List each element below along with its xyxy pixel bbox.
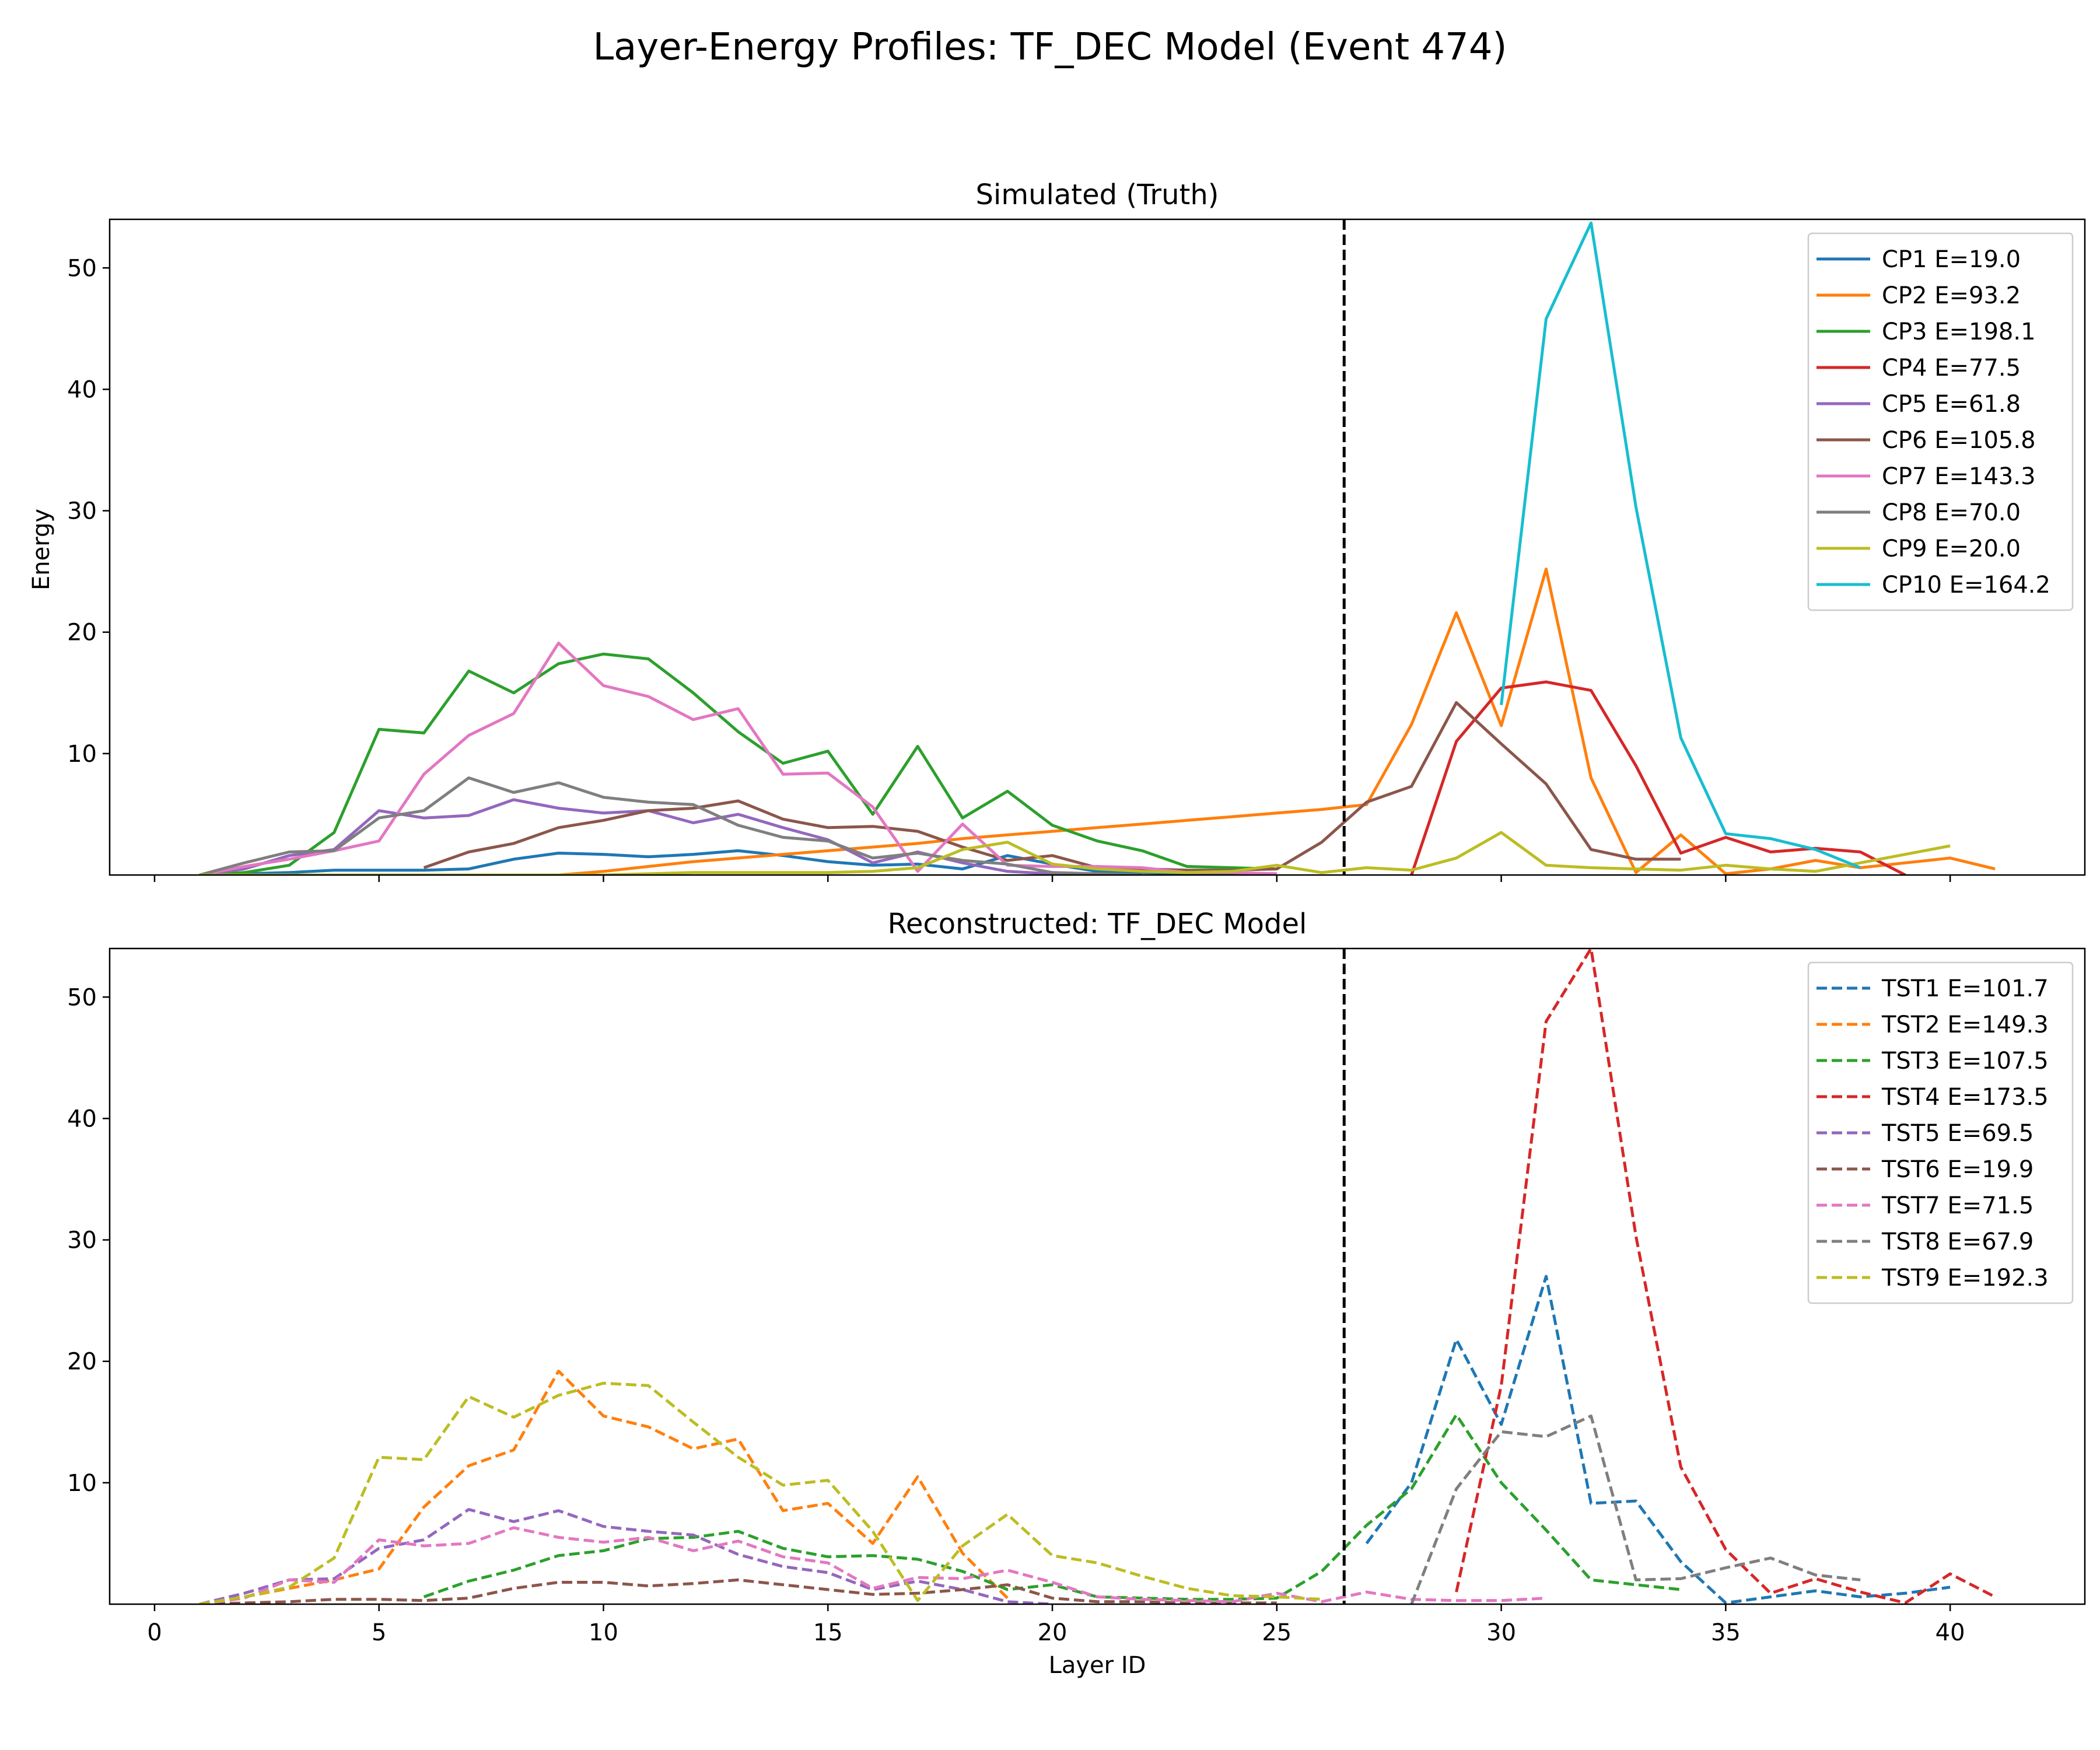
x-tick-label: 0 (147, 1619, 162, 1646)
series-line-1 (1365, 1275, 1951, 1604)
x-tick-label: 10 (589, 1619, 618, 1646)
y-tick-label: 50 (67, 984, 97, 1011)
y-tick-label: 30 (67, 1227, 97, 1254)
legend-entry: CP8 E=70.0 (1882, 499, 2021, 526)
x-tick-label: 5 (372, 1619, 386, 1646)
y-axis-label: Energy (28, 509, 55, 590)
legend-entry: TST9 E=192.3 (1881, 1265, 2049, 1292)
axes-frame (108, 947, 2086, 1605)
series-line-7 (199, 1526, 1546, 1604)
legend-entry: TST1 E=101.7 (1881, 975, 2049, 1002)
x-tick-label: 30 (1486, 1619, 1516, 1646)
x-tick-label: 35 (1711, 1619, 1741, 1646)
legend-entry: CP10 E=164.2 (1882, 572, 2050, 598)
y-tick-label: 20 (67, 620, 97, 646)
axes-frame (108, 218, 2086, 876)
legend-entry: CP7 E=143.3 (1882, 463, 2036, 490)
legend-entry: CP9 E=20.0 (1882, 536, 2021, 562)
legend-entry: TST5 E=69.5 (1881, 1120, 2034, 1147)
x-tick-label: 25 (1262, 1619, 1292, 1646)
legend-entry: TST3 E=107.5 (1881, 1048, 2049, 1074)
legend: CP1 E=19.0 CP2 E=93.2 CP3 E=198.1 CP4 E=77.… (1807, 232, 2074, 611)
x-axis-label: Layer ID (1049, 1652, 1146, 1679)
series-line-8 (199, 776, 1143, 875)
legend-entry: CP6 E=105.8 (1882, 427, 2036, 454)
series-line-7 (199, 641, 1277, 875)
legend-entry: CP5 E=61.8 (1882, 391, 2021, 418)
y-tick-label: 30 (67, 498, 97, 525)
series-line-6 (423, 701, 1681, 872)
y-tick-label: 40 (67, 1105, 97, 1132)
series-line-2 (558, 568, 1996, 875)
series-line-4 (1410, 680, 1906, 875)
legend-entry: TST7 E=71.5 (1881, 1192, 2034, 1219)
series-line-5 (199, 1508, 1053, 1604)
legend-entry: TST4 E=173.5 (1881, 1084, 2049, 1111)
legend: TST1 E=101.7 TST2 E=149.3 TST3 E=107.5 TST4… (1807, 961, 2074, 1304)
series-line-10 (1500, 221, 1861, 869)
legend-entry: TST2 E=149.3 (1881, 1012, 2049, 1038)
series-line-9 (199, 1381, 1322, 1604)
series-line-8 (1410, 1414, 1861, 1604)
y-tick-label: 40 (67, 376, 97, 403)
series-line-9 (199, 831, 1951, 875)
simulated-panel-title: Simulated (Truth) (976, 178, 1219, 211)
simulated-panel: Simulated (Truth) Energy 10 20 30 40 50 CP1 E… (28, 178, 2086, 882)
x-tick-label: 40 (1936, 1619, 1965, 1646)
legend-entry: CP4 E=77.5 (1882, 355, 2021, 382)
series-line-6 (199, 1578, 1277, 1604)
reconstructed-panel-title: Reconstructed: TF_DEC Model (888, 908, 1307, 940)
series-line-1 (199, 849, 1277, 875)
y-tick-label: 20 (67, 1349, 97, 1376)
y-tick-label: 10 (67, 741, 97, 768)
series-line-4 (1455, 949, 1996, 1604)
series-line-3 (199, 652, 1277, 875)
y-tick-label: 50 (67, 255, 97, 282)
x-tick-label: 20 (1038, 1619, 1068, 1646)
figure-title: Layer-Energy Profiles: TF_DEC Model (Eve… (593, 26, 1507, 69)
legend-entry: TST6 E=19.9 (1881, 1156, 2034, 1183)
legend-entry: CP1 E=19.0 (1882, 246, 2021, 273)
series-line-2 (199, 1369, 1009, 1604)
reconstructed-panel: Reconstructed: TF_DEC Model Layer ID 0 5 1… (67, 908, 2086, 1679)
y-tick-label: 10 (67, 1470, 97, 1497)
x-tick-label: 15 (813, 1619, 843, 1646)
legend-entry: CP3 E=198.1 (1882, 318, 2036, 345)
series-line-3 (423, 1413, 1681, 1601)
legend-entry: TST8 E=67.9 (1881, 1228, 2034, 1255)
legend-entry: CP2 E=93.2 (1882, 282, 2021, 309)
